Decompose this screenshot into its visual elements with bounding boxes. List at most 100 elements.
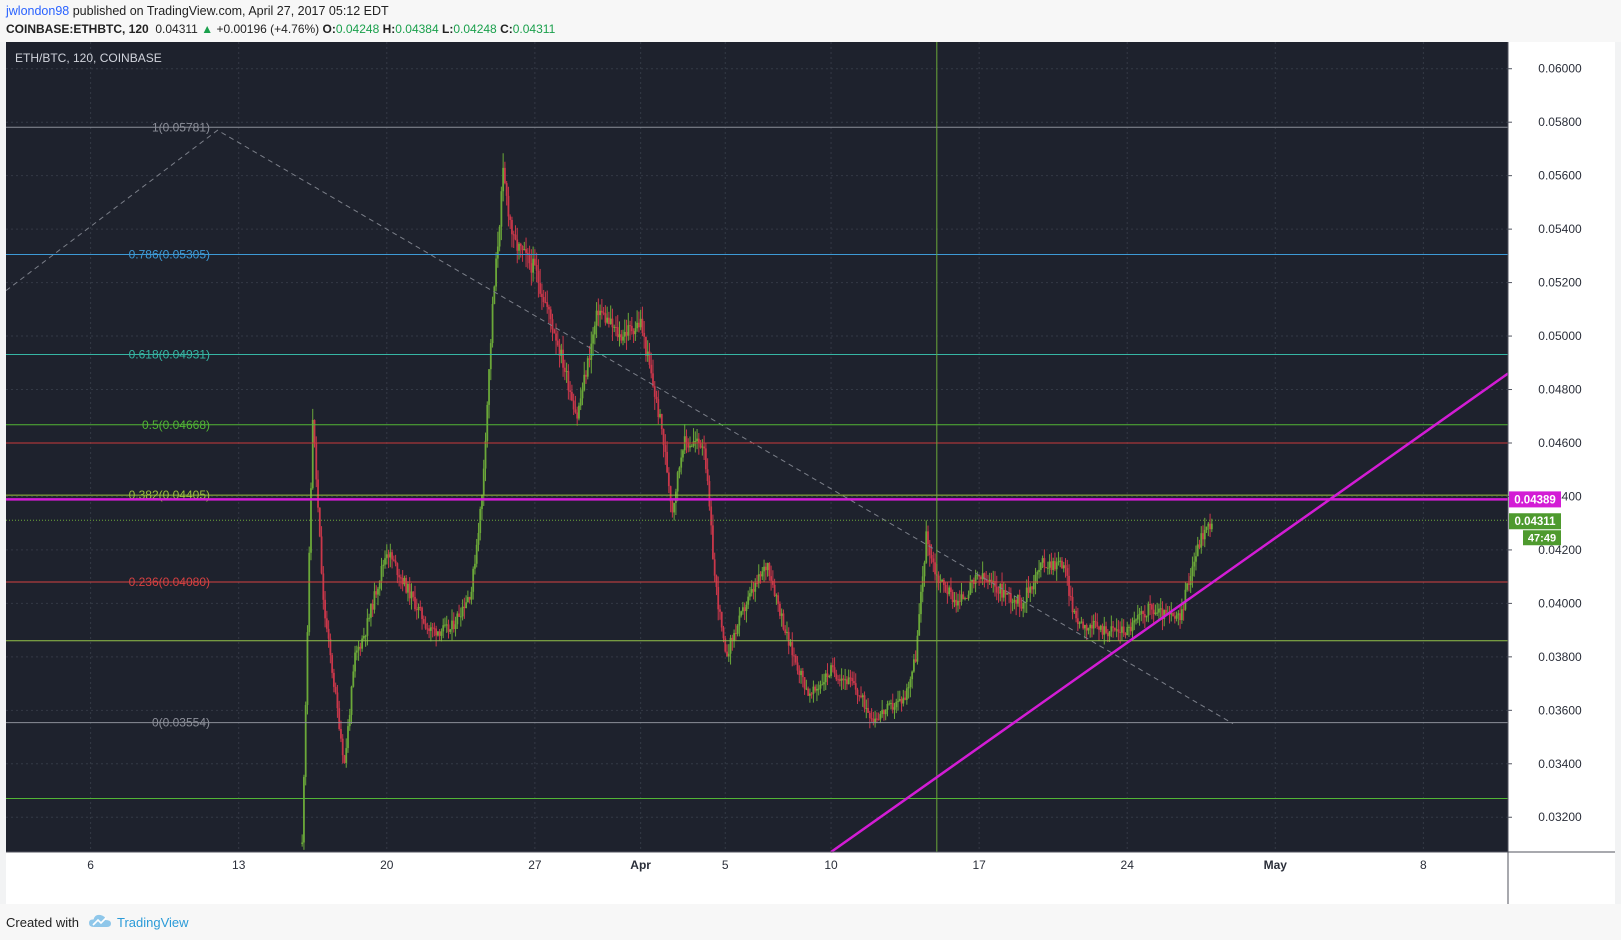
candle: [860, 686, 862, 699]
candle-body: [823, 682, 825, 685]
candle: [673, 502, 676, 521]
candle-body: [918, 614, 921, 636]
candle-body: [694, 441, 697, 443]
candle-body: [449, 629, 452, 632]
candle-body: [726, 651, 728, 657]
candle: [1008, 586, 1010, 604]
candle: [387, 549, 390, 569]
candle-body: [456, 613, 459, 625]
candle: [391, 549, 393, 569]
candle: [560, 343, 563, 364]
candle-body: [706, 469, 709, 482]
candle-body: [444, 624, 446, 626]
candle: [710, 498, 713, 535]
candle-body: [777, 595, 780, 604]
candle: [865, 699, 868, 719]
candle: [1209, 513, 1211, 538]
candle-body: [588, 358, 591, 360]
candle: [385, 544, 388, 565]
candle: [447, 619, 450, 639]
candle-body: [779, 603, 781, 616]
candle-body: [1001, 584, 1003, 598]
candle-body: [304, 704, 307, 777]
candle: [352, 664, 355, 688]
candle: [921, 566, 924, 603]
candle-body: [981, 573, 984, 580]
candle: [622, 329, 624, 346]
candle-body: [842, 678, 845, 680]
candle: [1052, 557, 1055, 576]
candle-body: [816, 688, 818, 691]
candle-body: [860, 695, 862, 698]
candle-body: [509, 216, 512, 220]
candle-body: [965, 598, 968, 600]
candle-body: [452, 620, 455, 630]
candle-body: [303, 776, 305, 843]
candle-body: [549, 309, 552, 320]
candle: [1202, 525, 1204, 546]
candle: [389, 543, 392, 568]
candle: [521, 245, 524, 262]
candle-body: [794, 655, 797, 663]
candle-body: [944, 585, 947, 592]
fibonacci-diagonal: [5, 129, 1234, 725]
candle-body: [1128, 626, 1130, 628]
candle: [812, 680, 815, 703]
candle-body: [595, 310, 598, 326]
last-price: 0.04311: [155, 22, 198, 36]
candle-body: [463, 606, 466, 609]
candle-body: [890, 702, 892, 704]
candlestick-chart[interactable]: 1(0.05781) 0.786(0.05305) 0.618(0.04931) 0.…: [5, 42, 1615, 904]
candle-body: [352, 671, 355, 687]
candle-body: [1015, 599, 1018, 604]
candle-body: [920, 591, 922, 615]
candle-body: [928, 544, 931, 556]
candle-body: [720, 611, 723, 628]
candle: [734, 624, 737, 641]
candle-body: [1032, 582, 1035, 590]
candle-body: [673, 502, 676, 513]
candle: [770, 565, 773, 591]
candle: [437, 631, 439, 637]
candle-body: [983, 573, 986, 580]
candle: [426, 622, 429, 635]
candle-body: [1071, 596, 1074, 613]
candle-body: [1034, 574, 1037, 583]
candle-body: [870, 718, 873, 720]
candle-body: [682, 450, 684, 458]
candle: [512, 230, 515, 248]
candle-body: [373, 591, 376, 610]
candle-body: [958, 600, 961, 602]
candle: [1173, 611, 1176, 624]
candle-body: [1172, 613, 1174, 617]
candle: [435, 625, 438, 647]
candle: [999, 583, 1002, 602]
candle-body: [948, 587, 951, 595]
candle-body: [1091, 624, 1093, 629]
candle-body: [736, 625, 739, 634]
chart-area[interactable]: 1(0.05781) 0.786(0.05305) 0.618(0.04931) 0.…: [5, 42, 1615, 904]
tradingview-brand[interactable]: TradingView: [117, 915, 189, 930]
candle-body: [548, 306, 550, 310]
candle: [886, 700, 889, 717]
time-axis: 6 13 20 27 Apr 5 10 17 24 May 8: [87, 858, 1427, 872]
candle: [796, 655, 799, 675]
candle-body: [895, 701, 898, 708]
author-link[interactable]: jwlondon98: [6, 4, 70, 18]
candle-body: [1039, 562, 1042, 570]
candle-body: [849, 677, 852, 679]
candle-body: [1207, 523, 1210, 527]
candle-body: [623, 331, 626, 337]
candle: [1193, 552, 1196, 577]
candle-body: [771, 580, 774, 585]
candle: [581, 382, 584, 406]
candle-body: [592, 334, 594, 344]
candle: [398, 568, 401, 587]
resistance-price-badge-text: 0.04389: [1514, 494, 1556, 506]
candle-body: [357, 646, 360, 651]
candle: [414, 585, 416, 612]
candle-body: [541, 293, 543, 298]
candle-body: [861, 695, 864, 698]
candle: [823, 673, 825, 691]
candle-body: [1122, 626, 1125, 634]
